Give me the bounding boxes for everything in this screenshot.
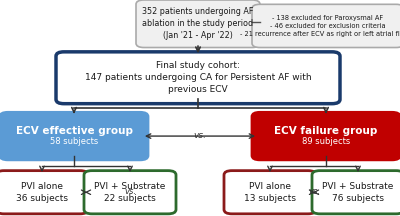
Text: - 138 excluded for Paroxysmal AF
- 46 excluded for exclusion criteria
- 21 recur: - 138 excluded for Paroxysmal AF - 46 ex… [240, 15, 400, 37]
Text: PVI + Substrate
22 subjects: PVI + Substrate 22 subjects [94, 182, 166, 203]
Text: ECV failure group: ECV failure group [274, 126, 378, 136]
FancyBboxPatch shape [312, 171, 400, 214]
FancyBboxPatch shape [252, 112, 400, 160]
Text: 58 subjects: 58 subjects [50, 137, 98, 146]
Text: PVI + Substrate
76 subjects: PVI + Substrate 76 subjects [322, 182, 394, 203]
FancyBboxPatch shape [136, 0, 260, 48]
FancyBboxPatch shape [252, 4, 400, 48]
Text: vs.: vs. [124, 187, 136, 196]
FancyBboxPatch shape [0, 171, 88, 214]
Text: PVI alone
13 subjects: PVI alone 13 subjects [244, 182, 296, 203]
Text: vs.: vs. [308, 187, 320, 196]
Text: vs.: vs. [194, 130, 206, 140]
FancyBboxPatch shape [0, 112, 148, 160]
Text: Final study cohort:
147 patients undergoing CA for Persistent AF with
previous E: Final study cohort: 147 patients undergo… [85, 62, 311, 94]
Text: 89 subjects: 89 subjects [302, 137, 350, 146]
FancyBboxPatch shape [224, 171, 316, 214]
Text: 352 patients undergoing AF
ablation in the study period
(Jan '21 - Apr '22): 352 patients undergoing AF ablation in t… [142, 8, 254, 40]
Text: PVI alone
36 subjects: PVI alone 36 subjects [16, 182, 68, 203]
FancyBboxPatch shape [56, 52, 340, 104]
Text: ECV effective group: ECV effective group [16, 126, 132, 136]
FancyBboxPatch shape [84, 171, 176, 214]
